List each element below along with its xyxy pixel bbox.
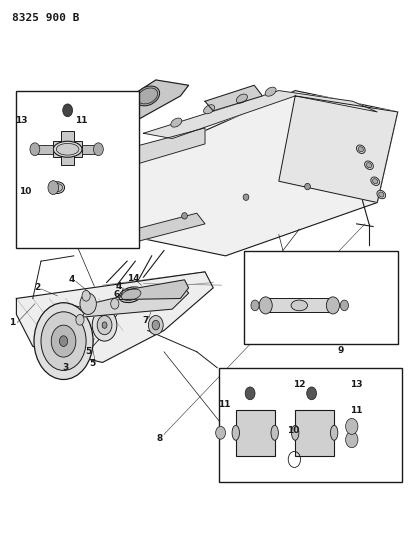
Circle shape xyxy=(41,312,86,370)
Ellipse shape xyxy=(265,87,275,96)
Ellipse shape xyxy=(290,300,307,311)
Ellipse shape xyxy=(50,182,65,193)
Ellipse shape xyxy=(372,179,377,184)
Circle shape xyxy=(34,303,93,379)
Circle shape xyxy=(339,300,348,311)
Circle shape xyxy=(345,418,357,434)
Ellipse shape xyxy=(270,425,278,440)
Text: 13: 13 xyxy=(16,117,28,125)
Ellipse shape xyxy=(236,94,247,103)
Polygon shape xyxy=(115,213,204,245)
Text: 4: 4 xyxy=(68,276,75,284)
Ellipse shape xyxy=(378,192,383,197)
Bar xyxy=(219,368,401,482)
Ellipse shape xyxy=(128,229,134,235)
Circle shape xyxy=(93,143,103,156)
Text: 5: 5 xyxy=(89,359,95,368)
Circle shape xyxy=(152,320,159,330)
Circle shape xyxy=(250,300,258,311)
Polygon shape xyxy=(115,80,188,128)
Polygon shape xyxy=(204,85,262,111)
Bar xyxy=(61,131,74,165)
Polygon shape xyxy=(115,128,204,171)
Text: 9: 9 xyxy=(336,346,343,354)
Text: 11: 11 xyxy=(218,400,230,408)
Circle shape xyxy=(345,432,357,448)
Circle shape xyxy=(110,298,119,309)
Polygon shape xyxy=(115,91,397,256)
Text: 14: 14 xyxy=(127,274,139,282)
Bar xyxy=(266,298,331,312)
Text: 13: 13 xyxy=(349,381,361,389)
Ellipse shape xyxy=(376,190,385,199)
Text: 5: 5 xyxy=(85,348,91,356)
Ellipse shape xyxy=(56,143,79,155)
Ellipse shape xyxy=(171,118,181,127)
Circle shape xyxy=(97,316,112,335)
Ellipse shape xyxy=(364,161,373,169)
Text: 6: 6 xyxy=(113,290,120,298)
Bar xyxy=(35,145,53,154)
Text: 4: 4 xyxy=(115,282,122,291)
Polygon shape xyxy=(278,96,397,203)
Ellipse shape xyxy=(53,141,82,157)
Circle shape xyxy=(51,325,76,357)
Circle shape xyxy=(306,387,316,400)
Circle shape xyxy=(80,293,96,314)
Text: 12: 12 xyxy=(292,381,305,389)
Ellipse shape xyxy=(370,177,379,185)
Circle shape xyxy=(76,314,84,325)
Ellipse shape xyxy=(119,287,143,303)
Bar xyxy=(243,251,397,344)
Circle shape xyxy=(326,297,339,314)
Ellipse shape xyxy=(121,289,141,301)
Circle shape xyxy=(258,297,272,314)
Circle shape xyxy=(63,104,72,117)
Circle shape xyxy=(148,316,163,335)
Circle shape xyxy=(30,143,40,156)
Ellipse shape xyxy=(304,183,310,190)
Polygon shape xyxy=(143,91,376,139)
Text: 11: 11 xyxy=(75,117,87,125)
Polygon shape xyxy=(16,272,213,362)
Ellipse shape xyxy=(181,213,187,219)
Circle shape xyxy=(245,387,254,400)
Text: 1: 1 xyxy=(9,318,16,327)
Ellipse shape xyxy=(291,425,298,440)
Text: 11: 11 xyxy=(349,406,361,415)
Text: 7: 7 xyxy=(142,317,148,325)
Ellipse shape xyxy=(366,163,371,168)
Text: 2: 2 xyxy=(34,284,40,292)
Ellipse shape xyxy=(52,183,63,191)
Circle shape xyxy=(59,336,67,346)
Ellipse shape xyxy=(203,104,214,114)
Circle shape xyxy=(82,290,90,301)
Ellipse shape xyxy=(355,145,364,154)
Ellipse shape xyxy=(243,194,248,200)
Ellipse shape xyxy=(135,86,159,106)
Text: 8325 900 B: 8325 900 B xyxy=(12,13,80,23)
Bar xyxy=(82,145,98,154)
Polygon shape xyxy=(82,282,188,317)
Bar xyxy=(53,141,82,157)
Ellipse shape xyxy=(231,425,239,440)
Text: 3: 3 xyxy=(62,364,69,372)
Text: 10: 10 xyxy=(286,426,299,434)
Polygon shape xyxy=(119,280,188,300)
Text: 8: 8 xyxy=(156,434,163,442)
Circle shape xyxy=(48,181,58,195)
Text: 10: 10 xyxy=(19,188,31,196)
Ellipse shape xyxy=(357,147,362,152)
Circle shape xyxy=(102,322,107,328)
Ellipse shape xyxy=(330,425,337,440)
Circle shape xyxy=(92,309,117,341)
Bar xyxy=(294,410,333,456)
Circle shape xyxy=(215,426,225,439)
Bar xyxy=(235,410,274,456)
Bar xyxy=(16,91,139,248)
